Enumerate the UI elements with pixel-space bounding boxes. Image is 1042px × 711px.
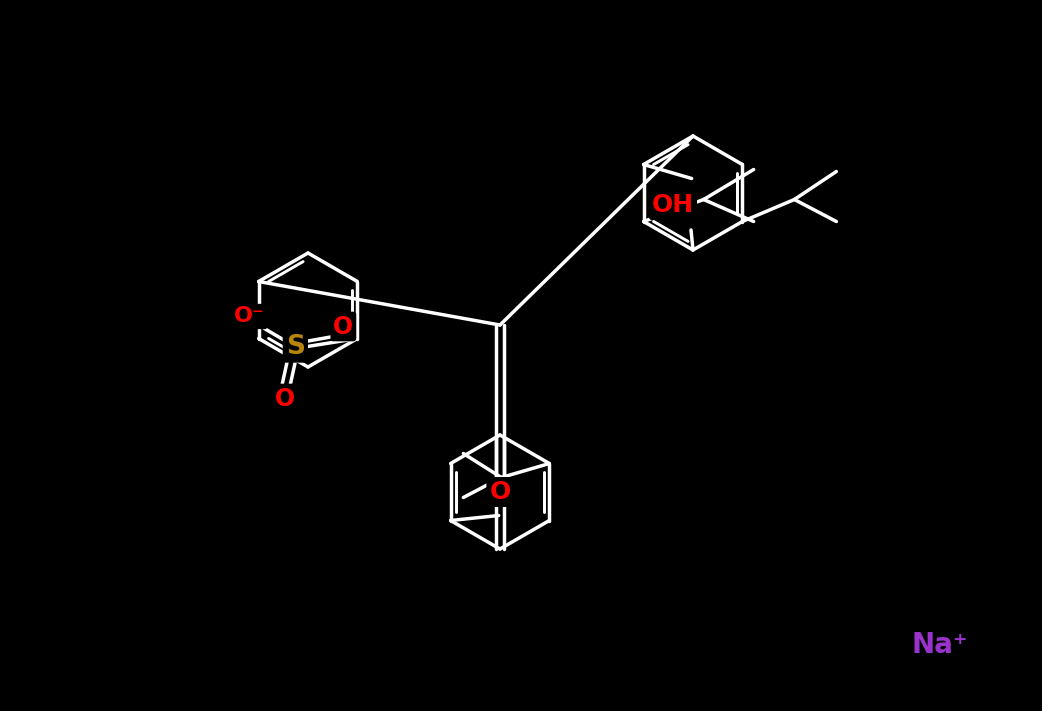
Text: O: O (333, 314, 353, 338)
Text: Na⁺: Na⁺ (912, 631, 968, 659)
Text: O⁻: O⁻ (234, 306, 265, 326)
Text: S: S (286, 333, 305, 360)
Text: O: O (275, 387, 296, 410)
Text: OH: OH (652, 193, 694, 217)
Text: O: O (490, 480, 511, 504)
